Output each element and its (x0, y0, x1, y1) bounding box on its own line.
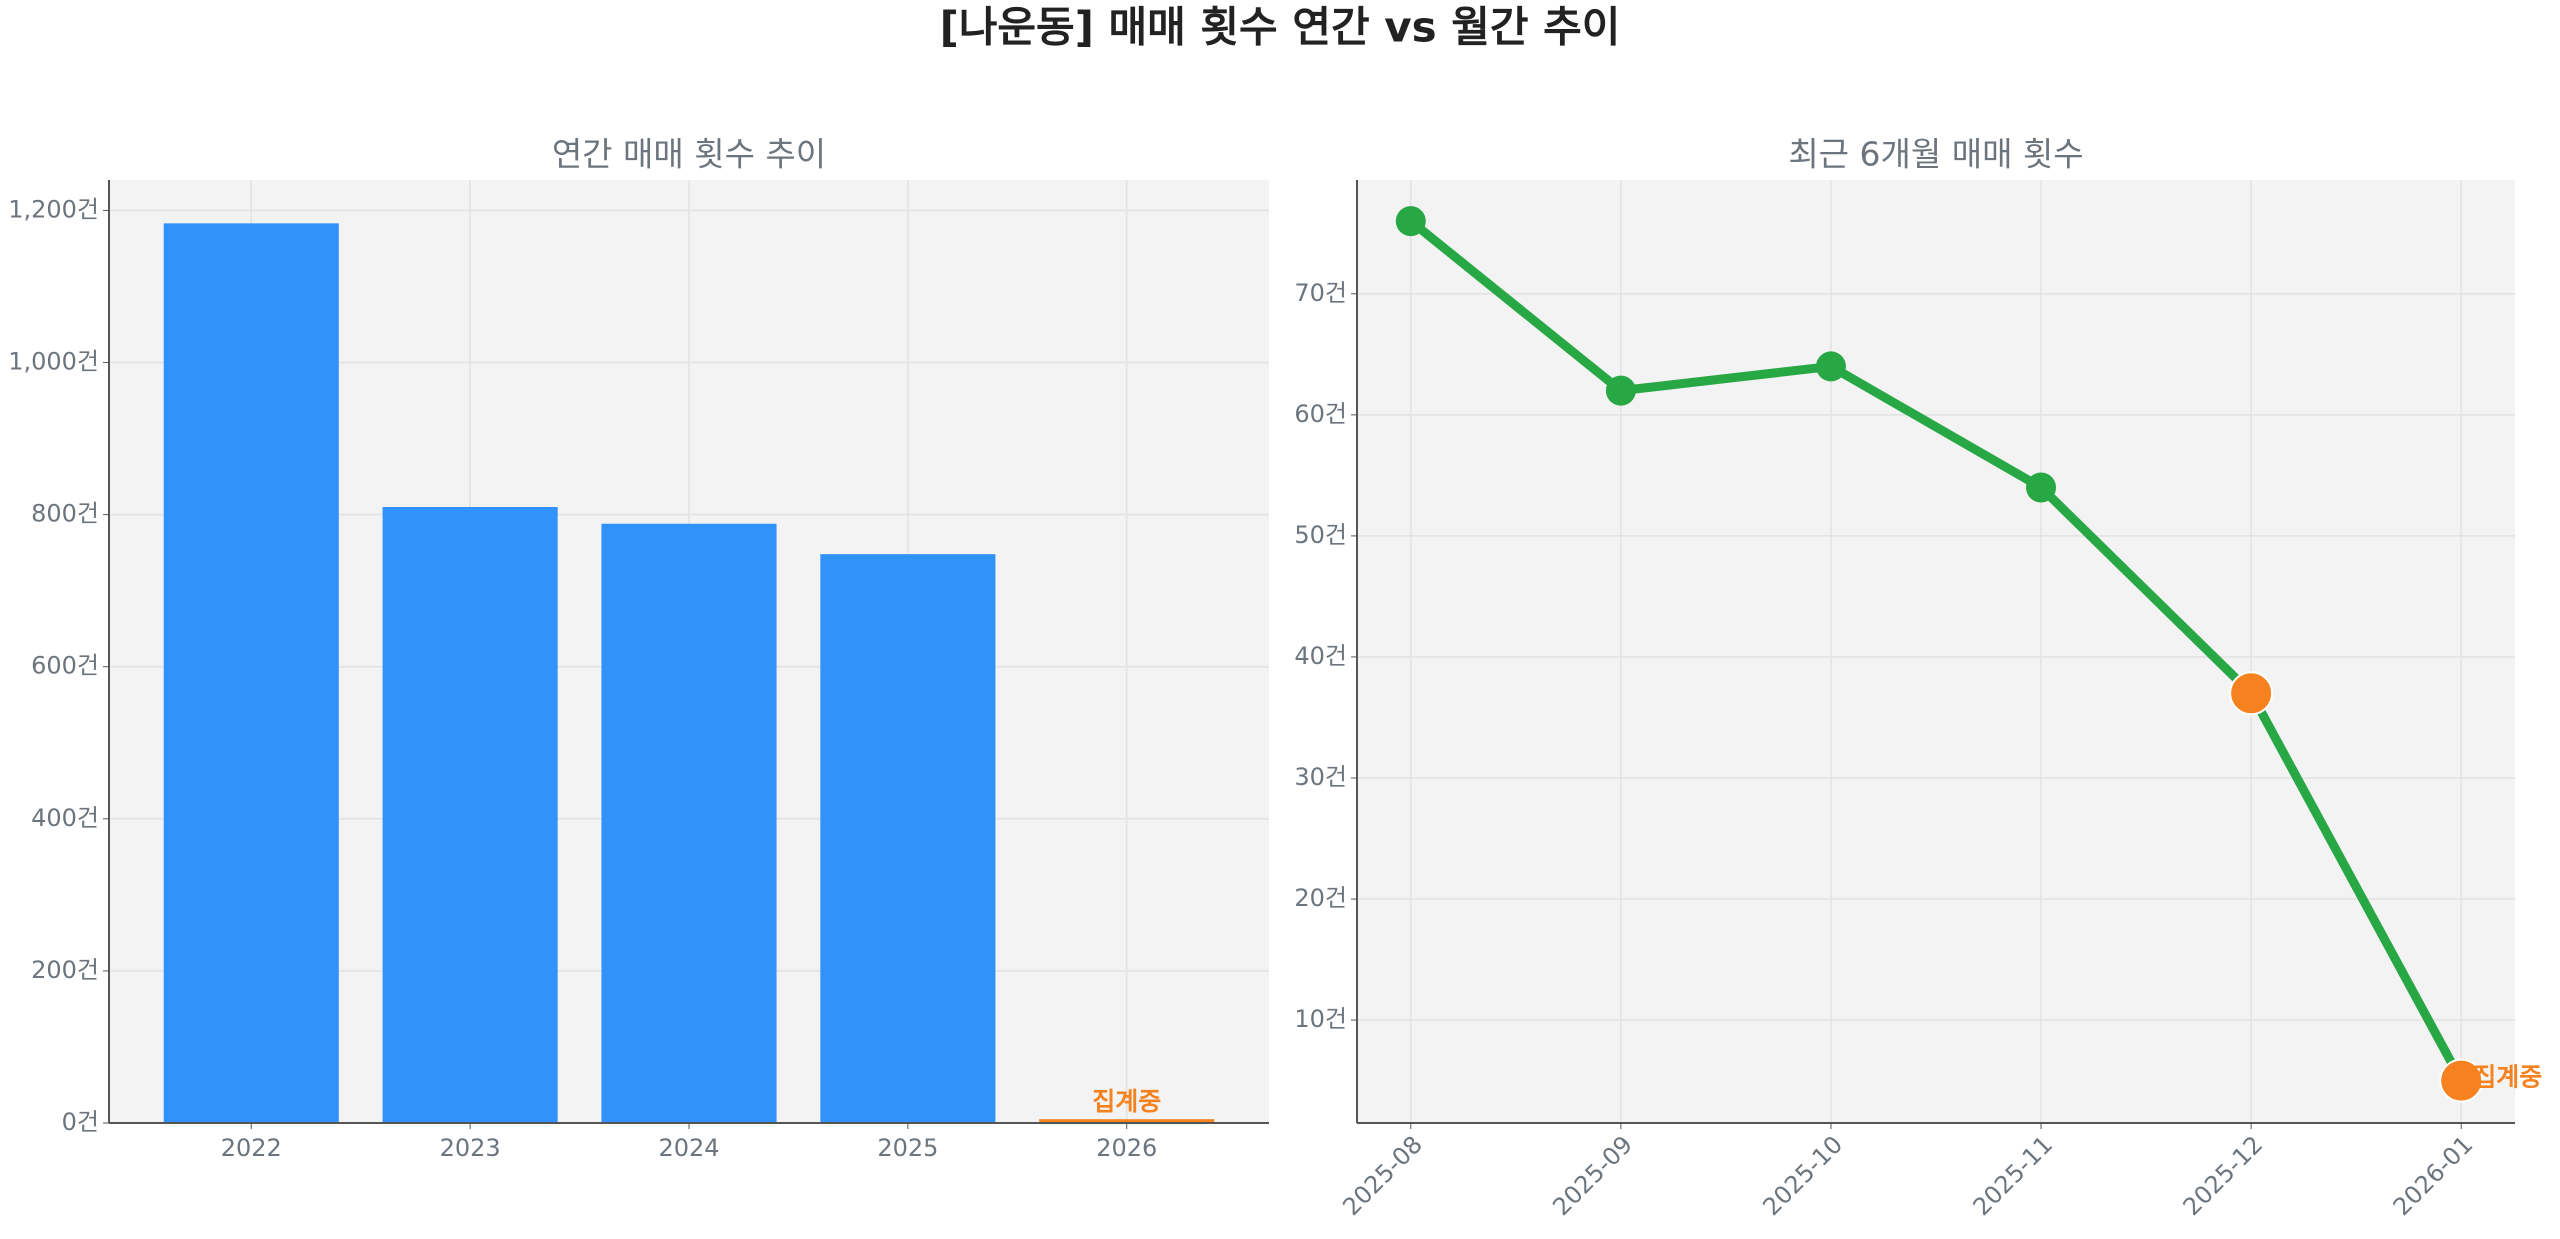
y-tick-label: 1,200건 (8, 195, 99, 223)
marker (2229, 671, 2274, 716)
y-tick-label: 50건 (1294, 521, 1347, 549)
y-tick-label: 70건 (1294, 279, 1347, 307)
figure-title: [나운동] 매매 횟수 연간 vs 월간 추이 (940, 3, 1621, 52)
y-tick-label: 20건 (1294, 884, 1347, 912)
y-tick-label: 800건 (31, 500, 99, 528)
y-tick-label: 30건 (1294, 763, 1347, 791)
bar (601, 523, 777, 1123)
line (1407, 217, 2466, 1083)
y-tick-label: 1,000건 (8, 348, 99, 376)
x-tick-label: 2023 (440, 1134, 501, 1162)
x-tick-label: 2025 (877, 1134, 938, 1162)
y-tick-label: 0건 (62, 1108, 99, 1136)
y-tick-label: 10건 (1294, 1005, 1347, 1033)
marker (2439, 1058, 2484, 1103)
bar (1039, 1119, 1215, 1123)
x-tick-label: 2022 (221, 1134, 282, 1162)
marker (1815, 351, 1846, 382)
y-tick-label: 200건 (31, 956, 99, 984)
subplot-title: 최근 6개월 매매 횟수 (1788, 135, 2083, 174)
annotation: 집계중 (2473, 1063, 2542, 1092)
marker (1395, 206, 1426, 237)
marker (1605, 375, 1636, 406)
y-tick-label: 400건 (31, 804, 99, 832)
y-tick-label: 600건 (31, 652, 99, 680)
annotation: 집계중 (1092, 1087, 1161, 1116)
subplot-title: 연간 매매 횟수 추이 (552, 135, 826, 174)
x-tick-label: 2026 (1096, 1134, 1157, 1162)
bar (820, 554, 996, 1123)
y-tick-label: 40건 (1294, 642, 1347, 670)
y-tick-label: 60건 (1294, 400, 1347, 428)
x-tick-label: 2024 (658, 1134, 719, 1162)
bar (163, 223, 339, 1123)
marker (2026, 472, 2057, 503)
bar (382, 507, 558, 1123)
